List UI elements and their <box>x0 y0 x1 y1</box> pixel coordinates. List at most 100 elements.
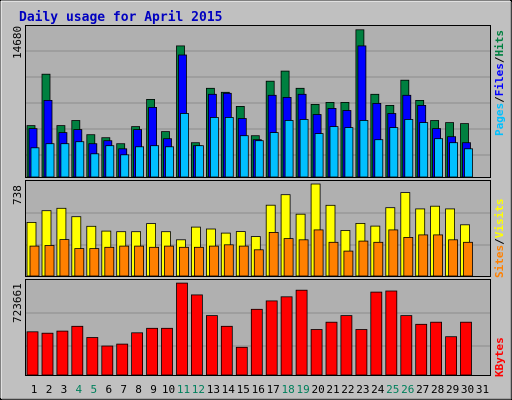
x-day-label: 18 <box>281 383 294 396</box>
legend-hits: Hits <box>493 30 506 57</box>
legend-kbytes: KBytes <box>493 337 506 377</box>
kbytes-bar <box>71 325 84 376</box>
kbytes-panel-ymax-label: 723661 <box>11 283 24 323</box>
sites-bar <box>119 245 130 277</box>
x-day-label: 19 <box>296 383 309 396</box>
pages-bar <box>45 143 55 178</box>
sites-bar <box>238 245 249 277</box>
hits-files-pages-bars <box>26 29 473 178</box>
legend-slash-3: / <box>493 238 506 245</box>
sites-bar <box>179 246 189 277</box>
sites-bar <box>418 234 429 277</box>
x-day-label: 11 <box>177 383 190 396</box>
pages-bar <box>75 141 85 178</box>
pages-bar <box>60 143 70 178</box>
sites-bar <box>44 245 55 277</box>
legend-sites: Sites <box>493 245 506 278</box>
hits-panel-ymax-label: 14680 <box>11 26 24 59</box>
sites-bar <box>403 236 414 277</box>
x-day-label: 26 <box>401 383 414 396</box>
pages-bar <box>209 117 219 178</box>
x-axis-day-labels: 1 2 3 4 5 6 7 8 9 10 11 12 13 14 15 16 17 18 19 20 21 22 23 24 2… <box>31 383 489 396</box>
pages-bar <box>194 145 204 178</box>
x-day-label: 10 <box>162 383 175 396</box>
legend-files: Files <box>493 63 506 96</box>
pages-bar <box>344 127 354 178</box>
sites-bar <box>59 239 70 277</box>
kbytes-bar <box>116 343 129 376</box>
kbytes-bar <box>250 308 263 376</box>
pages-bar <box>150 145 160 178</box>
pages-bar <box>389 127 399 178</box>
legend-hits-files-pages: Pages/Files/Hits <box>493 30 506 136</box>
kbytes-bar <box>176 282 188 376</box>
sites-bar <box>313 229 324 277</box>
legend-visits-sites: Sites/Visits <box>493 199 506 279</box>
x-day-label: 17 <box>267 383 280 396</box>
x-day-label: 21 <box>326 383 339 396</box>
legend-pages: Pages <box>493 103 506 136</box>
kbytes-bar <box>86 337 99 376</box>
x-day-label: 4 <box>75 383 82 396</box>
x-day-label: 12 <box>192 383 205 396</box>
sites-bar <box>193 246 204 277</box>
pages-bar <box>404 119 414 178</box>
sites-bar <box>164 245 174 277</box>
kbytes-bars <box>26 282 472 376</box>
sites-bar <box>373 241 384 277</box>
x-day-label: 15 <box>237 383 250 396</box>
pages-bar <box>449 142 459 178</box>
sites-bar <box>29 245 40 277</box>
kbytes-bar <box>205 315 218 376</box>
x-day-label: 5 <box>90 383 97 396</box>
kbytes-bar <box>310 329 323 376</box>
x-day-label: 13 <box>207 383 220 396</box>
chart-title: Daily usage for April 2015 <box>19 10 223 25</box>
pages-bar <box>180 113 189 178</box>
x-day-label: 23 <box>356 383 369 396</box>
pages-bar <box>359 120 369 178</box>
sites-bar <box>328 241 339 277</box>
x-day-label: 16 <box>252 383 265 396</box>
kbytes-bar <box>26 331 39 376</box>
kbytes-bar <box>190 294 203 376</box>
sites-bar <box>433 234 444 277</box>
visits-sites-bars <box>26 183 473 277</box>
kbytes-bar <box>445 336 458 376</box>
x-day-label: 7 <box>120 383 127 396</box>
sites-bar <box>134 245 145 277</box>
kbytes-bar <box>340 315 353 376</box>
sites-bar <box>283 238 294 277</box>
sites-bar <box>104 246 115 277</box>
sites-bar <box>208 245 219 277</box>
pages-bar <box>434 138 444 178</box>
pages-bar <box>254 140 264 178</box>
sites-bar <box>358 240 369 277</box>
kbytes-bar <box>131 332 144 376</box>
x-day-label: 25 <box>386 383 399 396</box>
x-day-label: 20 <box>311 383 324 396</box>
pages-bar <box>419 122 429 178</box>
kbytes-bar <box>355 329 368 376</box>
kbytes-bar <box>235 346 248 376</box>
sites-bar <box>343 250 354 277</box>
pages-bar <box>30 147 40 178</box>
pages-bar <box>284 120 294 178</box>
pages-bar <box>224 117 234 178</box>
visits-panel-ymax-label: 738 <box>11 185 24 205</box>
sites-bar <box>388 229 399 277</box>
kbytes-bar <box>370 291 383 376</box>
kbytes-bar <box>430 321 443 376</box>
x-day-label: 22 <box>341 383 354 396</box>
pages-bar <box>299 119 309 178</box>
legend-visits: Visits <box>493 199 506 239</box>
x-day-label: 28 <box>431 383 444 396</box>
sites-bar <box>253 249 264 277</box>
sites-bar <box>268 231 279 277</box>
x-day-label: 14 <box>222 383 236 396</box>
pages-bar <box>464 148 473 178</box>
pages-bar <box>239 135 249 178</box>
x-day-label: 6 <box>105 383 112 396</box>
